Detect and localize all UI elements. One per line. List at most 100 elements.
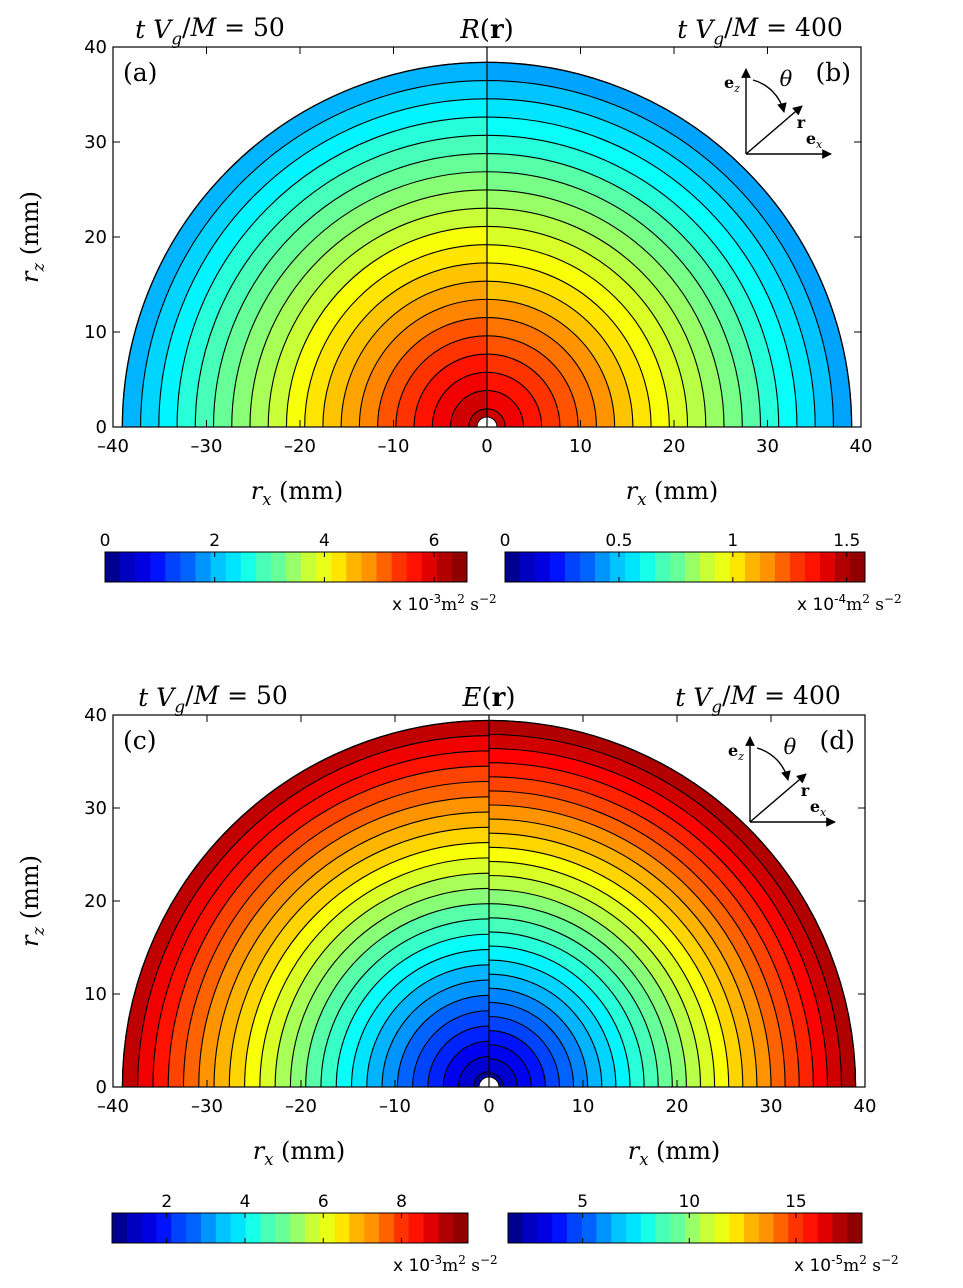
math-span: ) — [504, 15, 514, 45]
y-axis-label-group: rz (mm) — [16, 855, 48, 947]
x-tick-label: –40 — [97, 1096, 129, 1117]
y-axis-label-group: rz (mm) — [16, 191, 48, 283]
colorbar-cell — [391, 552, 408, 582]
colorbar-cell — [301, 552, 317, 582]
colorbar-cell — [331, 552, 347, 582]
y-axis-label: rz (mm) — [16, 855, 48, 947]
colorbar-tick-label: 6 — [318, 1192, 329, 1212]
math-span: x — [262, 490, 271, 509]
x-axis-label-right: rx (mm) — [626, 477, 719, 509]
contour-left-1 — [121, 719, 490, 1088]
math-span: (mm) — [16, 191, 44, 263]
math-span: ( — [480, 15, 490, 45]
unit-span: -5 — [831, 1253, 843, 1267]
contour-line — [486, 335, 579, 428]
time-label-left: t Vg/M = 50 — [135, 13, 285, 50]
contour-line — [320, 918, 490, 1088]
unit-span: 2 — [862, 592, 870, 606]
math-span: r — [797, 113, 806, 132]
contour-line — [488, 1001, 575, 1088]
colorbar-cell — [376, 552, 393, 582]
colorbar-cell — [406, 552, 423, 582]
colorbar-cell — [626, 1213, 642, 1243]
colorbar-frame — [504, 551, 866, 583]
y-tick-label: 20 — [84, 227, 107, 248]
colorbar-cell — [180, 552, 196, 582]
y-tick-label: 20 — [84, 891, 107, 912]
math-span: M — [190, 13, 218, 42]
contour-right-1 — [488, 719, 857, 1088]
math-span: x — [816, 138, 822, 151]
math-span: r — [490, 15, 504, 45]
colorbar-tick-label: 5 — [577, 1192, 588, 1212]
colorbar-cell — [685, 552, 701, 582]
contour-line — [395, 335, 488, 428]
math-span: θ — [784, 735, 797, 759]
colorbar-cell — [290, 1213, 306, 1243]
contour-line — [322, 262, 488, 428]
math-span: r — [801, 781, 810, 800]
math-span: ) — [505, 683, 515, 713]
math-span: M — [193, 681, 221, 710]
math-span: z — [29, 263, 48, 273]
contour-line — [488, 917, 659, 1088]
contour-line — [488, 1044, 532, 1088]
contour-line — [486, 389, 525, 428]
contour-line — [486, 116, 798, 428]
colorbar-cell — [595, 552, 611, 582]
colorbar-cell — [520, 552, 536, 582]
contour-line — [488, 1072, 504, 1088]
colorbar-left-1: 2 4 6 8x 10-3m2 s−2 — [111, 1192, 498, 1276]
contour-line — [473, 1071, 490, 1088]
y-tick-label: 10 — [84, 322, 107, 343]
contour-line — [412, 1010, 490, 1088]
contour-line — [212, 152, 488, 428]
contour-line — [194, 134, 488, 428]
math-span: e — [810, 797, 820, 816]
colorbar-cell — [552, 1213, 568, 1243]
x-tick-label: –40 — [97, 436, 129, 457]
contour-line — [486, 80, 834, 428]
contour-line — [340, 280, 488, 428]
colorbar-cell — [105, 552, 121, 582]
colorbar-cell — [550, 552, 566, 582]
contour-line — [486, 298, 616, 428]
ez-label: ez — [724, 73, 740, 95]
colorbar-cell — [729, 1213, 745, 1243]
math-span: r — [626, 477, 639, 505]
unit-span: x 10 — [797, 595, 834, 615]
contour-left-0 — [121, 61, 488, 428]
colorbar-right-0: 0 0.5 1 1.5 x 10-4m2 s−2 — [500, 531, 902, 615]
colorbar-cell — [580, 552, 596, 582]
contour-line — [304, 244, 488, 428]
contour-right-0 — [486, 61, 853, 428]
math-span: e — [724, 73, 734, 92]
contour-line — [381, 979, 490, 1088]
y-tick-label: 0 — [96, 1077, 107, 1098]
contour-line — [486, 171, 743, 428]
colorbar-cell — [700, 552, 716, 582]
contour-line — [488, 959, 617, 1088]
contour-line — [488, 832, 744, 1088]
colorbar-tick-label: 0 — [500, 531, 511, 551]
x-axis-label-left: rx (mm) — [253, 1137, 346, 1169]
contour-line — [259, 857, 490, 1088]
contour-line — [176, 116, 488, 428]
y-tick-label: 0 — [96, 417, 107, 438]
unit-span: s — [466, 1256, 480, 1276]
colorbar-unit: x 10-4m2 s−2 — [797, 592, 902, 615]
contour-line — [486, 280, 634, 428]
panel-E: –40 –30 –20 –10 0 10 20 30 40 0 10 20 30 40 (c) (d) t Vg… — [16, 681, 899, 1276]
colorbar-cell — [744, 1213, 760, 1243]
colorbar-cell — [715, 552, 731, 582]
math-span: M — [730, 681, 758, 710]
contour-line — [488, 973, 603, 1088]
colorbar-cell — [565, 552, 581, 582]
contour-line — [486, 189, 725, 428]
colorbar-cell — [508, 1213, 524, 1243]
theta-arc — [756, 747, 791, 781]
colorbar-cell — [535, 552, 551, 582]
colorbar-cell — [215, 1213, 232, 1243]
contour-line — [488, 860, 716, 1088]
contour-line — [289, 887, 490, 1088]
